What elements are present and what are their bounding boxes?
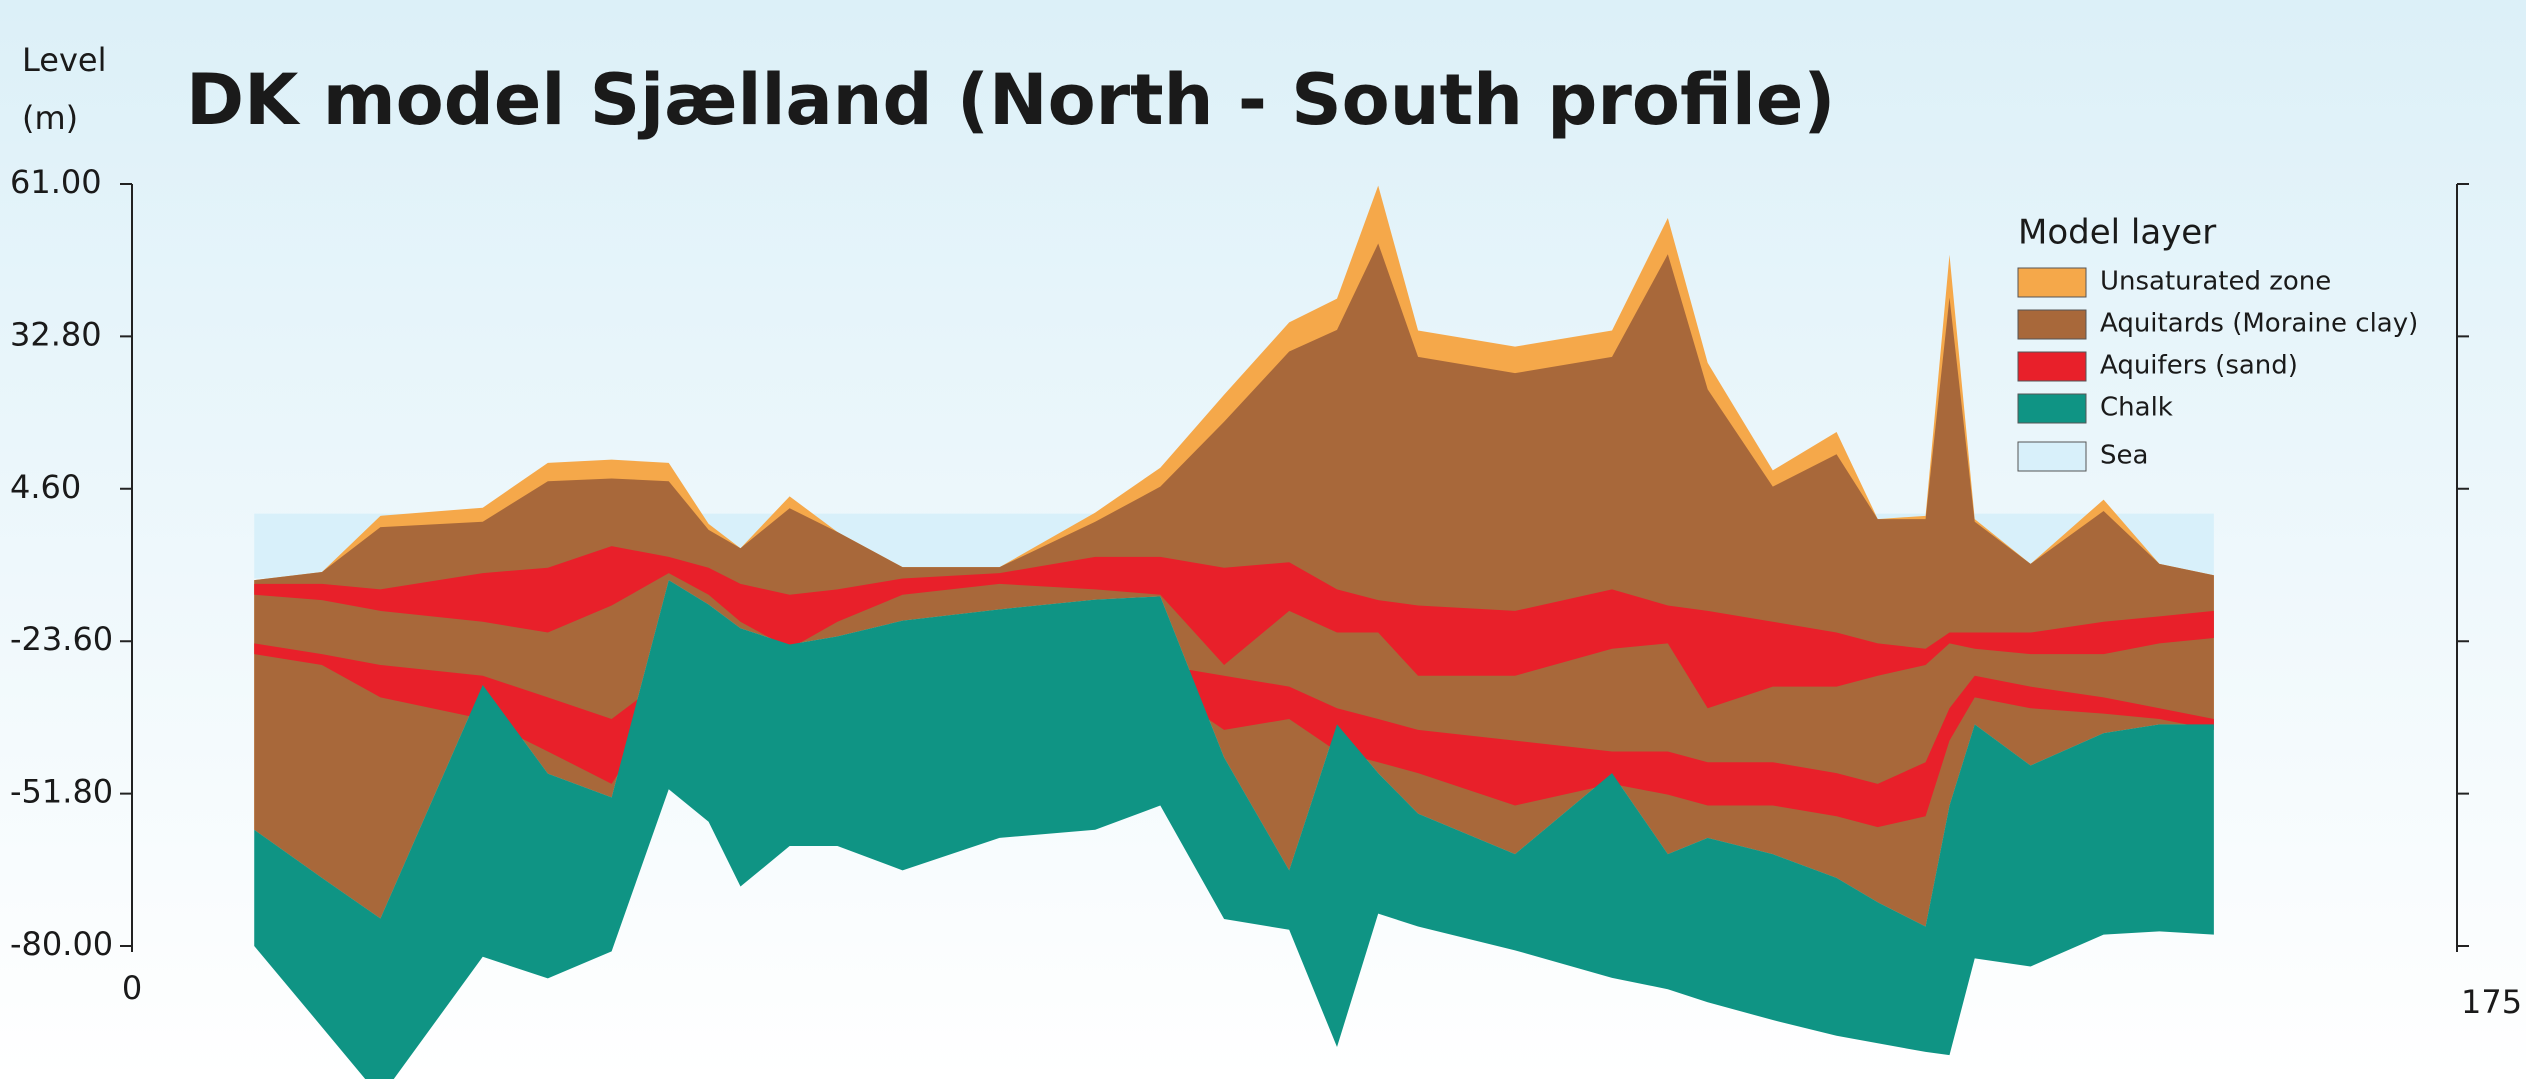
legend-swatch bbox=[2018, 268, 2086, 297]
legend-label: Unsaturated zone bbox=[2100, 267, 2331, 297]
x-tick-label: 175 km bbox=[2461, 983, 2526, 1021]
legend-label: Sea bbox=[2100, 441, 2148, 471]
legend-swatch bbox=[2018, 394, 2086, 423]
y-axis-label: (m) bbox=[22, 99, 78, 137]
legend-swatch bbox=[2018, 442, 2086, 471]
legend-label: Aquifers (sand) bbox=[2100, 351, 2298, 381]
chart: DK model Sjælland (North - South profile… bbox=[0, 0, 2526, 1079]
y-tick-label: 61.00 bbox=[10, 163, 102, 201]
y-tick-label: 32.80 bbox=[10, 315, 102, 353]
legend-swatch bbox=[2018, 352, 2086, 381]
chart-title: DK model Sjælland (North - South profile… bbox=[186, 59, 1835, 141]
y-tick-label: -23.60 bbox=[10, 620, 113, 658]
legend: Model layer Unsaturated zone Aquitards (Mo… bbox=[2018, 213, 2418, 472]
page: DK model Sjælland (North - South profile… bbox=[0, 0, 2526, 1079]
layers bbox=[254, 186, 2214, 1079]
y-tick-label: -80.00 bbox=[10, 925, 113, 963]
legend-swatch bbox=[2018, 310, 2086, 339]
y-tick-label: 4.60 bbox=[10, 468, 81, 506]
legend-title: Model layer bbox=[2018, 213, 2216, 253]
legend-label: Aquitards (Moraine clay) bbox=[2100, 309, 2418, 339]
y-axis-label: Level bbox=[22, 41, 106, 79]
y-tick-label: -51.80 bbox=[10, 773, 113, 811]
x-tick-label: 0 bbox=[122, 969, 142, 1007]
legend-label: Chalk bbox=[2100, 393, 2173, 423]
